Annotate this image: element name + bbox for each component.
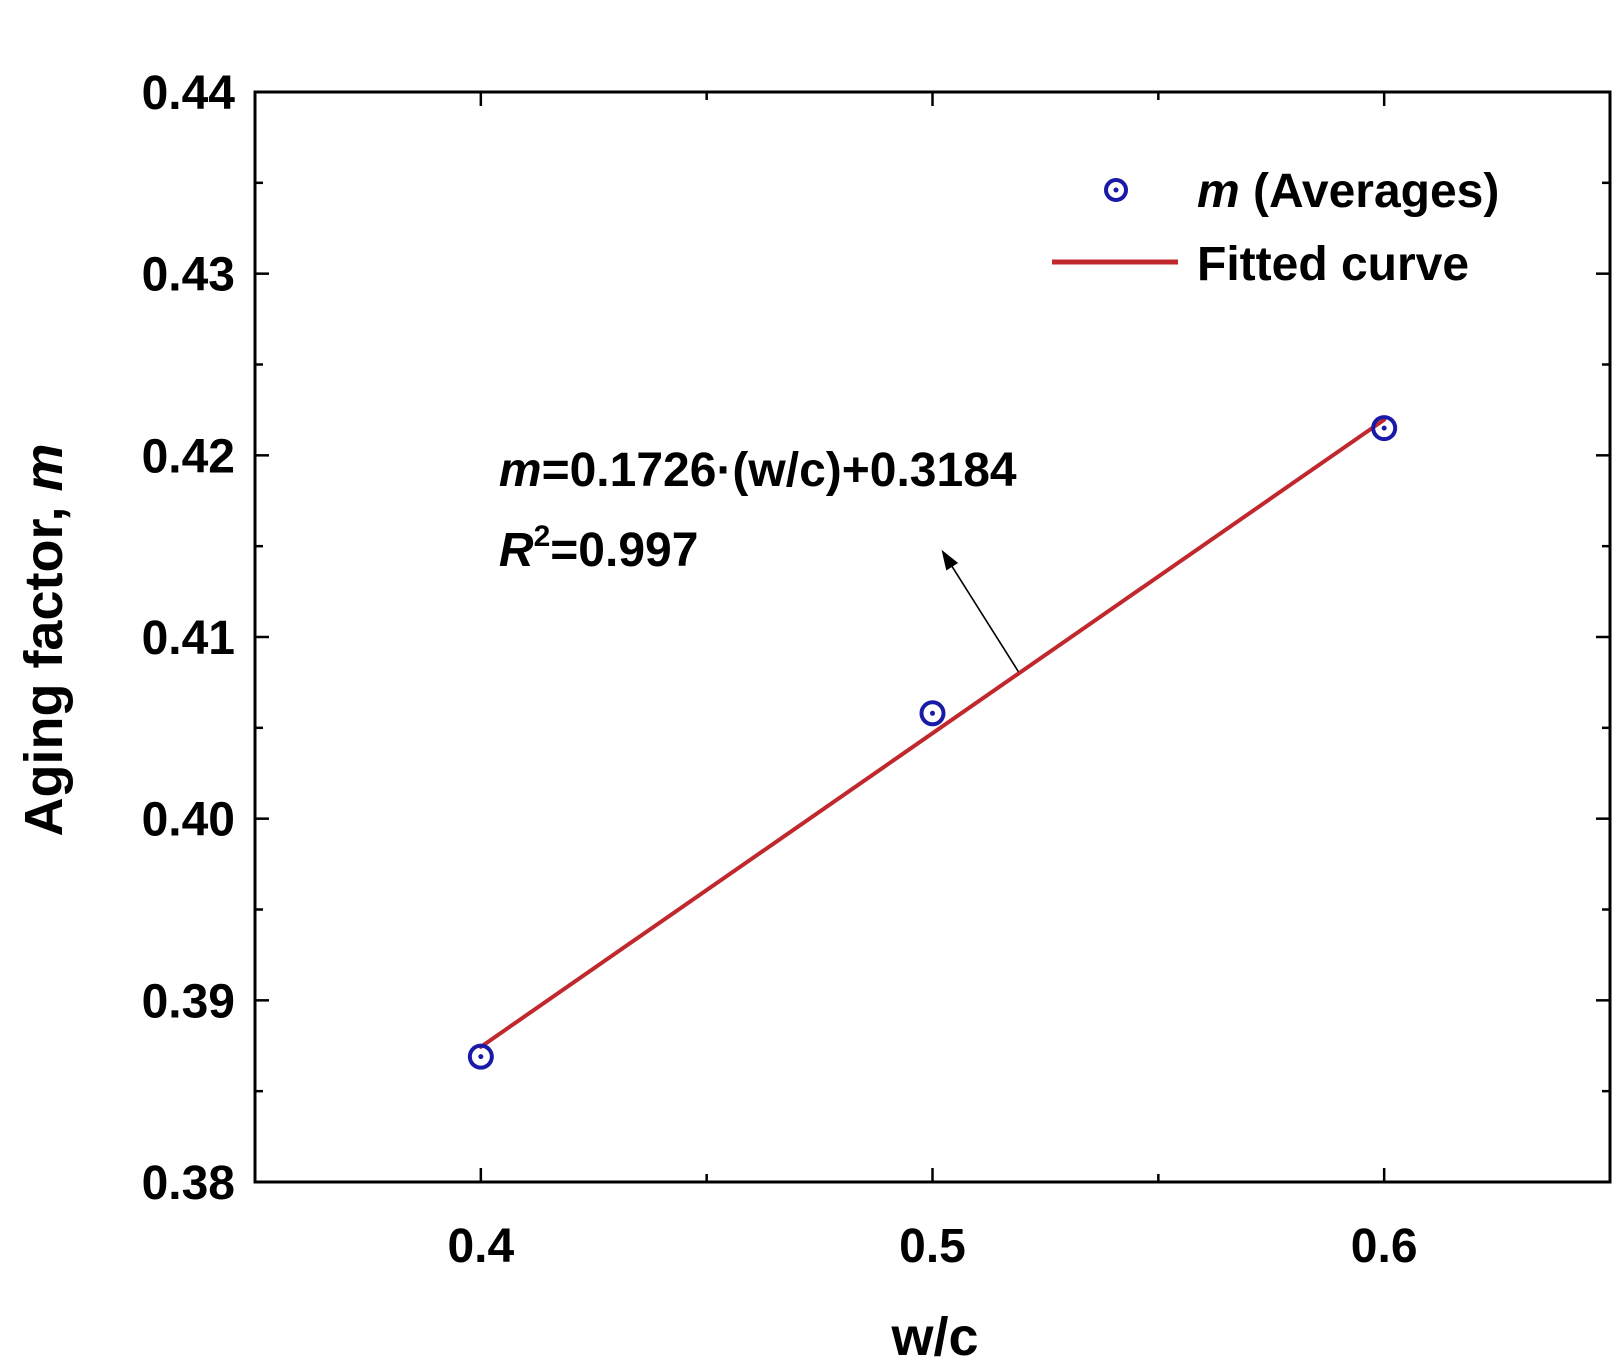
x-tick-label: 0.5 [899,1220,966,1273]
r-squared-variable: R [499,524,534,577]
y-axis-title-text: Aging factor, [14,492,74,837]
legend: m (Averages) Fitted curve [1052,165,1499,291]
data-point [919,700,946,727]
y-tick-label: 0.38 [142,1157,235,1210]
y-tick-label: 0.40 [142,794,235,847]
y-tick-label: 0.39 [142,975,235,1028]
y-axis-title: Aging factor, m [14,443,74,836]
x-tick-label: 0.6 [1351,1220,1418,1273]
annotation-arrowhead [941,549,959,571]
x-axis-ticks: 0.4 0.5 0.6 [447,92,1418,1273]
r-squared-exponent: 2 [534,520,551,553]
equation-expression: =0.1726·(w/c)+0.3184 [542,444,1017,497]
legend-label-fitted: Fitted curve [1197,238,1469,291]
equation-variable: m [499,444,542,497]
x-axis-title: w/c [890,1307,978,1367]
legend-marker-averages [1104,178,1128,202]
data-point [1371,415,1398,442]
annotation-arrow [949,562,1019,672]
y-tick-label: 0.41 [142,612,235,665]
legend-label-averages-rest: (Averages) [1240,165,1500,218]
equation-annotation: m=0.1726·(w/c)+0.3184 [499,444,1017,497]
r-squared-annotation: R2=0.997 [499,520,699,577]
data-points [467,415,1398,1070]
fitted-curve-line [478,417,1387,1049]
data-point [467,1043,494,1070]
data-point-center [930,710,935,716]
y-tick-label: 0.44 [142,67,236,120]
y-axis-title-var: m [14,443,74,491]
r-squared-value: =0.997 [550,524,698,577]
legend-label-averages: m (Averages) [1197,165,1499,218]
y-axis-ticks: 0.38 0.39 0.40 0.41 0.42 0.43 0.44 [142,67,1610,1210]
legend-label-averages-var: m [1197,165,1240,218]
data-point-center [1381,425,1387,431]
y-tick-label: 0.42 [142,430,235,483]
x-tick-label: 0.4 [447,1220,514,1273]
data-point-center [478,1054,484,1060]
legend-marker-averages-dot [1113,187,1119,193]
y-tick-label: 0.43 [142,249,235,302]
